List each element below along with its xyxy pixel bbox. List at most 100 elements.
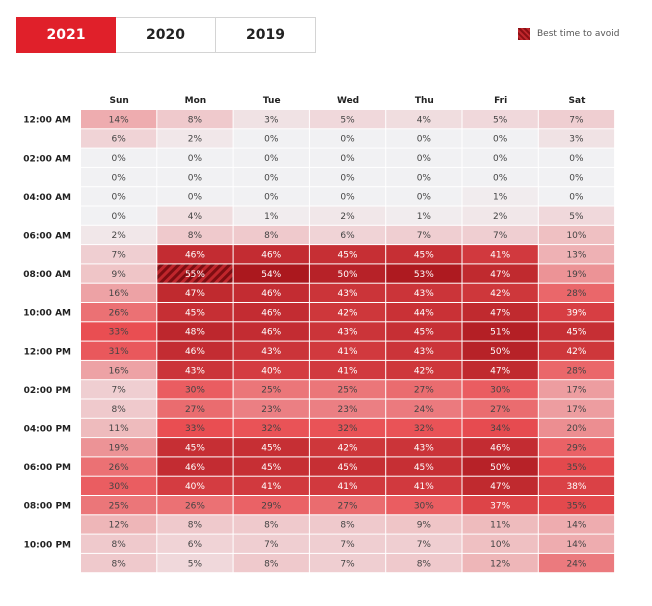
heatmap-cell — [538, 129, 615, 148]
cell-value-label: 8% — [417, 559, 432, 569]
cell-value-label: 51% — [490, 328, 510, 338]
heatmap-cell — [81, 341, 157, 360]
cell-value-label: 25% — [109, 501, 129, 511]
heatmap-cell — [462, 457, 538, 476]
heatmap-cell — [462, 303, 538, 322]
heatmap-cell — [386, 476, 462, 495]
tab-2020[interactable]: 2020 — [116, 17, 216, 53]
heatmap-cell — [386, 322, 462, 341]
cell-value-label: 8% — [188, 521, 203, 531]
cell-value-label: 46% — [261, 308, 281, 318]
heatmap-cell — [157, 553, 233, 573]
cell-value-label: 26% — [109, 463, 129, 473]
heatmap-cell — [233, 283, 309, 302]
heatmap-cell — [81, 303, 157, 322]
cell-value-label: 30% — [185, 386, 205, 396]
heatmap-cell — [309, 438, 386, 457]
tab-2021[interactable]: 2021 — [16, 17, 116, 53]
cell-value-label: 29% — [566, 443, 586, 453]
cell-value-label: 0% — [493, 135, 508, 145]
heatmap-cell — [233, 476, 309, 495]
heatmap-cell — [157, 534, 233, 553]
hour-label: 06:00 PM — [24, 463, 71, 473]
heatmap-cell — [81, 360, 157, 380]
heatmap-cell — [309, 476, 386, 495]
heatmap-cell — [81, 438, 157, 457]
cell-value-label: 14% — [109, 115, 129, 125]
cell-value-label: 10% — [490, 540, 510, 550]
cell-value-label: 0% — [188, 193, 203, 203]
cell-value-label: 19% — [566, 270, 586, 280]
heatmap-cell — [538, 225, 615, 245]
cell-value-label: 46% — [185, 347, 205, 357]
heatmap-cell — [233, 110, 309, 129]
heatmap-cell — [81, 534, 157, 553]
heatmap-cell — [462, 245, 538, 264]
cell-value-label: 46% — [185, 250, 205, 260]
cell-value-label: 24% — [566, 559, 586, 569]
cell-value-label: 42% — [338, 308, 358, 318]
cell-value-label: 45% — [185, 443, 205, 453]
heatmap-cell — [157, 438, 233, 457]
heatmap-cell — [157, 303, 233, 322]
heatmap-cell — [462, 399, 538, 418]
heatmap-cell — [233, 418, 309, 438]
cell-value-label: 28% — [566, 366, 586, 376]
cell-value-label: 13% — [566, 250, 586, 260]
tab-2019[interactable]: 2019 — [216, 17, 316, 53]
cell-value-label: 44% — [414, 308, 434, 318]
legend-label: Best time to avoid — [537, 29, 620, 39]
cell-value-label: 43% — [338, 289, 358, 299]
heatmap-cell — [462, 418, 538, 438]
legend: Best time to avoid — [518, 28, 619, 40]
cell-value-label: 2% — [112, 231, 127, 241]
cell-value-label: 43% — [338, 328, 358, 338]
cell-value-label: 24% — [414, 405, 434, 415]
heatmap-cell — [386, 187, 462, 206]
heatmap-cell — [233, 303, 309, 322]
cell-value-label: 41% — [490, 250, 510, 260]
heatmap-cell — [157, 129, 233, 148]
day-label-sat: Sat — [569, 96, 587, 106]
heatmap-cell — [462, 167, 538, 187]
cell-value-label: 35% — [566, 501, 586, 511]
heatmap-cell — [386, 225, 462, 245]
cell-value-label: 0% — [493, 173, 508, 183]
hour-label: 08:00 PM — [24, 502, 71, 512]
heatmap-cell — [462, 534, 538, 553]
hour-label: 08:00 AM — [23, 270, 71, 280]
heatmap-cell — [462, 148, 538, 167]
cell-value-label: 42% — [338, 443, 358, 453]
cell-value-label: 23% — [338, 405, 358, 415]
cell-value-label: 45% — [185, 308, 205, 318]
heatmap-cell — [309, 360, 386, 380]
cell-value-label: 47% — [490, 308, 510, 318]
heatmap-cell — [462, 515, 538, 534]
cell-value-label: 0% — [417, 193, 432, 203]
heatmap-cell — [81, 187, 157, 206]
heatmap-cell — [157, 148, 233, 167]
cell-value-label: 46% — [185, 463, 205, 473]
cell-value-label: 30% — [109, 482, 129, 492]
cell-value-label: 8% — [264, 559, 279, 569]
heatmap-cell — [462, 322, 538, 341]
heatmap-cell — [462, 129, 538, 148]
cell-value-label: 43% — [185, 366, 205, 376]
cell-value-label: 0% — [340, 193, 355, 203]
heatmap-cell — [386, 399, 462, 418]
day-label-mon: Mon — [185, 96, 207, 106]
hour-label: 10:00 AM — [23, 309, 71, 319]
heatmap-cell — [81, 515, 157, 534]
cell-value-label: 0% — [493, 154, 508, 164]
cell-value-label: 32% — [338, 424, 358, 434]
cell-value-label: 41% — [414, 482, 434, 492]
heatmap-cell — [233, 129, 309, 148]
cell-value-label: 8% — [112, 405, 127, 415]
heatmap-cell — [538, 303, 615, 322]
cell-value-label: 8% — [112, 540, 127, 550]
cell-value-label: 31% — [109, 347, 129, 357]
heatmap-cell — [157, 399, 233, 418]
heatmap-cell — [81, 418, 157, 438]
cell-value-label: 0% — [112, 193, 127, 203]
heatmap-cell — [157, 476, 233, 495]
